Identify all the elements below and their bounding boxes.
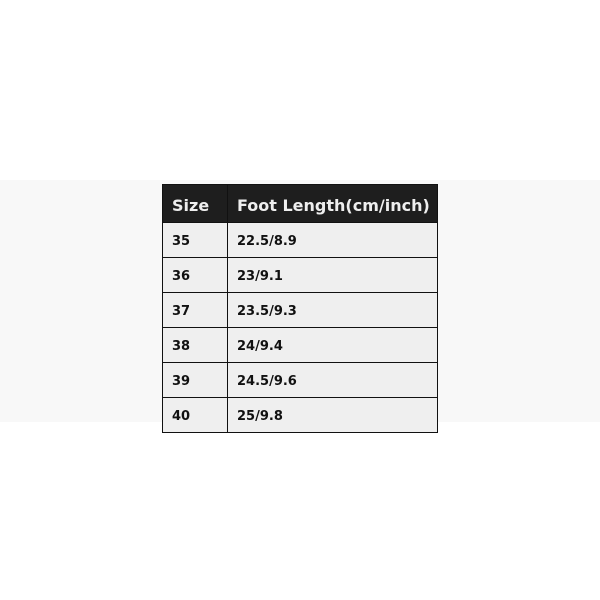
table-row: 39 24.5/9.6 [162, 362, 438, 398]
size-cell: 40 [162, 397, 228, 433]
table-row: 40 25/9.8 [162, 397, 438, 433]
size-cell: 35 [162, 222, 228, 258]
table-row: 38 24/9.4 [162, 327, 438, 363]
header-row: Size Foot Length(cm/inch) [162, 184, 438, 223]
foot-length-cell: 25/9.8 [227, 397, 438, 433]
table-row: 37 23.5/9.3 [162, 292, 438, 328]
foot-length-cell: 23.5/9.3 [227, 292, 438, 328]
foot-length-cell: 23/9.1 [227, 257, 438, 293]
header-size: Size [162, 184, 228, 223]
table-row: 36 23/9.1 [162, 257, 438, 293]
size-cell: 38 [162, 327, 228, 363]
size-chart-table: Size Foot Length(cm/inch) 35 22.5/8.9 36 23… [162, 184, 438, 433]
header-foot-length: Foot Length(cm/inch) [227, 184, 438, 223]
size-cell: 37 [162, 292, 228, 328]
foot-length-cell: 24/9.4 [227, 327, 438, 363]
size-cell: 39 [162, 362, 228, 398]
foot-length-cell: 24.5/9.6 [227, 362, 438, 398]
table-row: 35 22.5/8.9 [162, 222, 438, 258]
size-cell: 36 [162, 257, 228, 293]
foot-length-cell: 22.5/8.9 [227, 222, 438, 258]
